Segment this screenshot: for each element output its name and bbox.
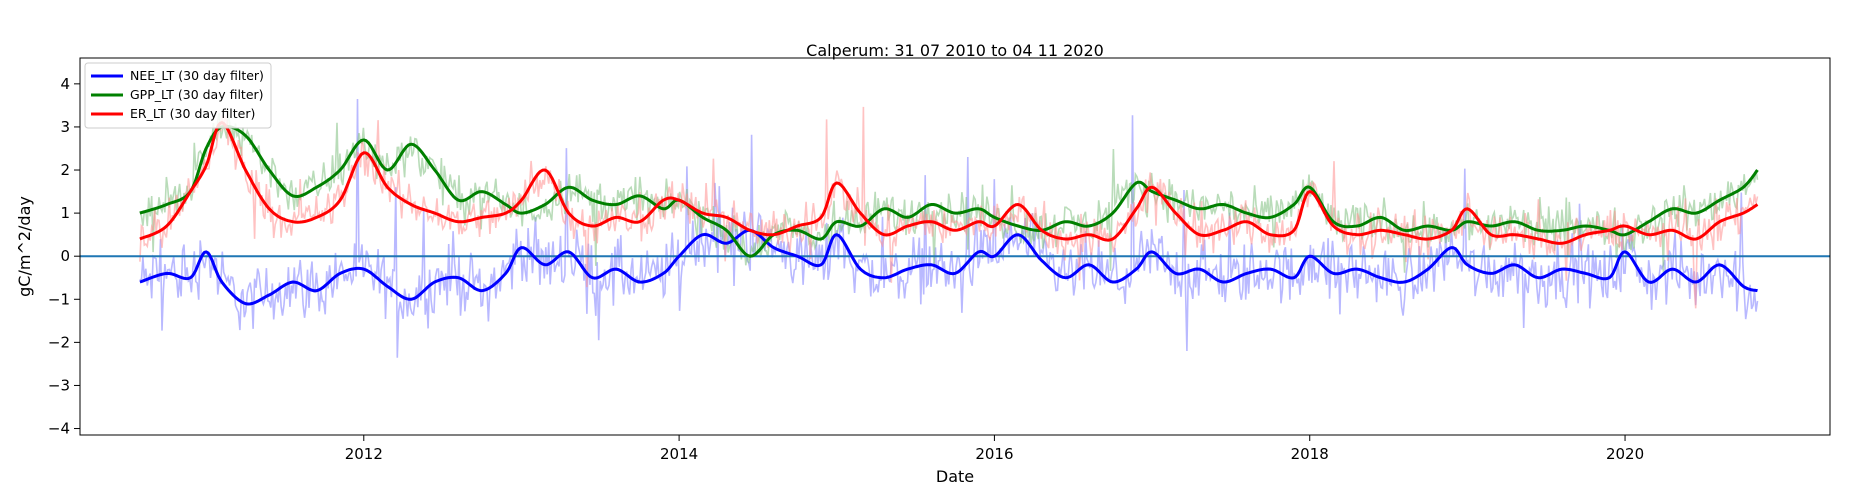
smoothed-series-layer xyxy=(139,121,1759,306)
y-tick-label: 4 xyxy=(60,75,70,93)
chart-title: Calperum: 31 07 2010 to 04 11 2020 xyxy=(806,41,1104,60)
legend-entry: ER_LT (30 day filter) xyxy=(130,106,255,121)
series-line xyxy=(139,121,1759,245)
x-axis: 2012 2014 2016 2018 2020 xyxy=(345,435,1644,463)
y-tick-label: −2 xyxy=(48,333,70,351)
x-tick-label: 2016 xyxy=(975,445,1013,463)
y-tick-label: 0 xyxy=(60,247,70,265)
legend-entry: NEE_LT (30 day filter) xyxy=(130,68,264,83)
y-axis: −4 −3 −2 −1 0 1 2 3 4 xyxy=(48,75,80,438)
y-axis-label: gC/m^2/day xyxy=(15,196,34,297)
y-tick-label: −3 xyxy=(48,376,70,394)
x-axis-label: Date xyxy=(936,467,974,486)
x-tick-label: 2012 xyxy=(345,445,383,463)
y-tick-label: 1 xyxy=(60,204,70,222)
y-tick-label: −1 xyxy=(48,290,70,308)
x-tick-label: 2018 xyxy=(1291,445,1329,463)
y-tick-label: 3 xyxy=(60,118,70,136)
plot-frame xyxy=(79,57,1831,436)
y-tick-label: −4 xyxy=(48,420,70,438)
x-tick-label: 2014 xyxy=(660,445,698,463)
series-raw-line xyxy=(139,110,1759,273)
legend: NEE_LT (30 day filter) GPP_LT (30 day fil… xyxy=(84,62,272,129)
series-line xyxy=(139,228,1759,306)
series-line xyxy=(139,124,1759,258)
legend-box xyxy=(84,62,272,129)
x-tick-label: 2020 xyxy=(1606,445,1644,463)
y-tick-label: 2 xyxy=(60,161,70,179)
legend-entry: GPP_LT (30 day filter) xyxy=(130,87,264,102)
